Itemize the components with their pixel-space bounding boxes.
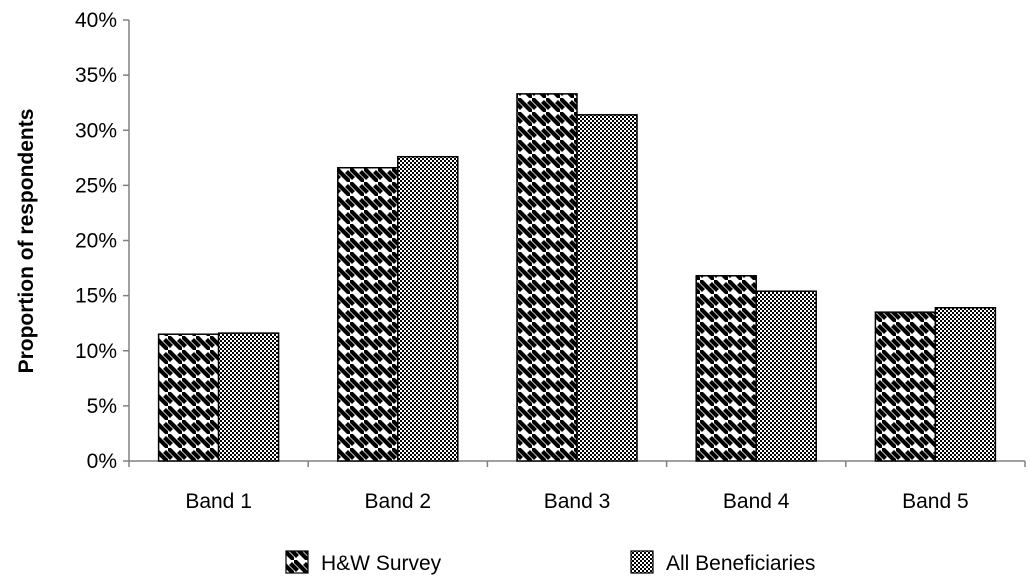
y-tick-label: 5% (87, 395, 117, 418)
y-tick-label: 25% (75, 174, 117, 197)
x-tick-label: Band 1 (185, 490, 252, 513)
x-tick-label: Band 4 (723, 490, 790, 513)
legend: H&W Survey All Beneficiaries (285, 550, 815, 575)
bars (157, 93, 997, 462)
bar-hw-survey (695, 275, 757, 462)
bar-all-beneficiaries (934, 307, 997, 462)
bar-all-beneficiaries (217, 332, 280, 462)
bar-all-beneficiaries (576, 114, 638, 462)
bar-hw-survey (157, 333, 220, 462)
y-tick-label: 35% (75, 64, 117, 87)
x-tick-label: Band 5 (902, 490, 969, 513)
bar-hw-survey (874, 311, 937, 462)
y-axis: 0% 5% 10% 15% 20% 25% 30% 35% 40% (75, 9, 130, 473)
y-tick-label: 15% (75, 285, 117, 308)
x-axis: Band 1 Band 2 Band 3 Band 4 Band 5 (128, 460, 1026, 513)
legend-swatch (285, 550, 309, 574)
bar-all-beneficiaries (397, 155, 459, 462)
bar-hw-survey (337, 166, 399, 462)
y-tick-label: 40% (75, 9, 117, 32)
x-tick-label: Band 3 (544, 490, 611, 513)
y-tick-label: 30% (75, 119, 117, 142)
y-tick-label: 10% (75, 340, 117, 363)
bar-all-beneficiaries (755, 290, 817, 462)
legend-label: All Beneficiaries (666, 552, 815, 575)
bar-hw-survey (516, 93, 578, 462)
y-tick-label: 20% (75, 230, 117, 253)
y-axis-title: Proportion of respondents (15, 109, 38, 374)
legend-swatch (630, 550, 654, 574)
legend-label: H&W Survey (321, 552, 442, 575)
x-tick-label: Band 2 (365, 490, 432, 513)
y-tick-label: 0% (87, 450, 117, 473)
